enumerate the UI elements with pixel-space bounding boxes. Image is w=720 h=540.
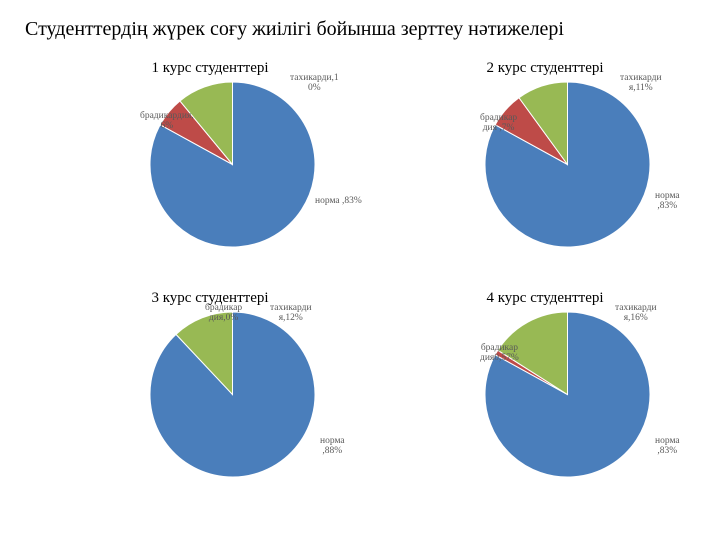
pie-wrap: норма ,83%брадикар дия0,57%тахикарди я,1… [485,312,650,477]
slice-label-tachy: тахикарди,1 0% [290,74,339,94]
pie-wrap: норма ,83%брадикар дия ,7%тахикарди я,11… [485,82,650,247]
pie-chart [485,82,650,247]
pie-chart [150,312,315,477]
chart-c3: 3 курс студенттерінорма ,88%брадикар дия… [60,290,360,500]
slice-label-tachy: тахикарди я,11% [620,74,662,94]
slice-label-bradi: брадикар дия0,57% [480,344,519,364]
slice-label-norma: норма ,83% [655,192,680,212]
pie-wrap: норма ,88%брадикар дия,0%тахикарди я,12% [150,312,315,477]
slice-label-norma: норма ,88% [320,437,345,457]
chart-c1: 1 курс студенттерінорма ,83%брадикардия,… [60,60,360,270]
slice-label-norma: норма ,83% [315,197,362,207]
slice-label-norma: норма ,83% [655,437,680,457]
slice-label-bradi: брадикардия, 6% [140,112,194,132]
slice-label-bradi: брадикар дия ,7% [480,114,517,134]
pie-wrap: норма ,83%брадикардия, 6%тахикарди,1 0% [150,82,315,247]
pie-chart [150,82,315,247]
slice-label-bradi: брадикар дия,0% [205,304,242,324]
pie-chart [485,312,650,477]
slice-label-tachy: тахикарди я,12% [270,304,312,324]
chart-c2: 2 курс студенттерінорма ,83%брадикар дия… [395,60,695,270]
slice-label-tachy: тахикарди я,16% [615,304,657,324]
chart-c4: 4 курс студенттерінорма ,83%брадикар дия… [395,290,695,500]
page-title: Студенттердің жүрек соғу жиілігі бойынша… [25,18,564,41]
